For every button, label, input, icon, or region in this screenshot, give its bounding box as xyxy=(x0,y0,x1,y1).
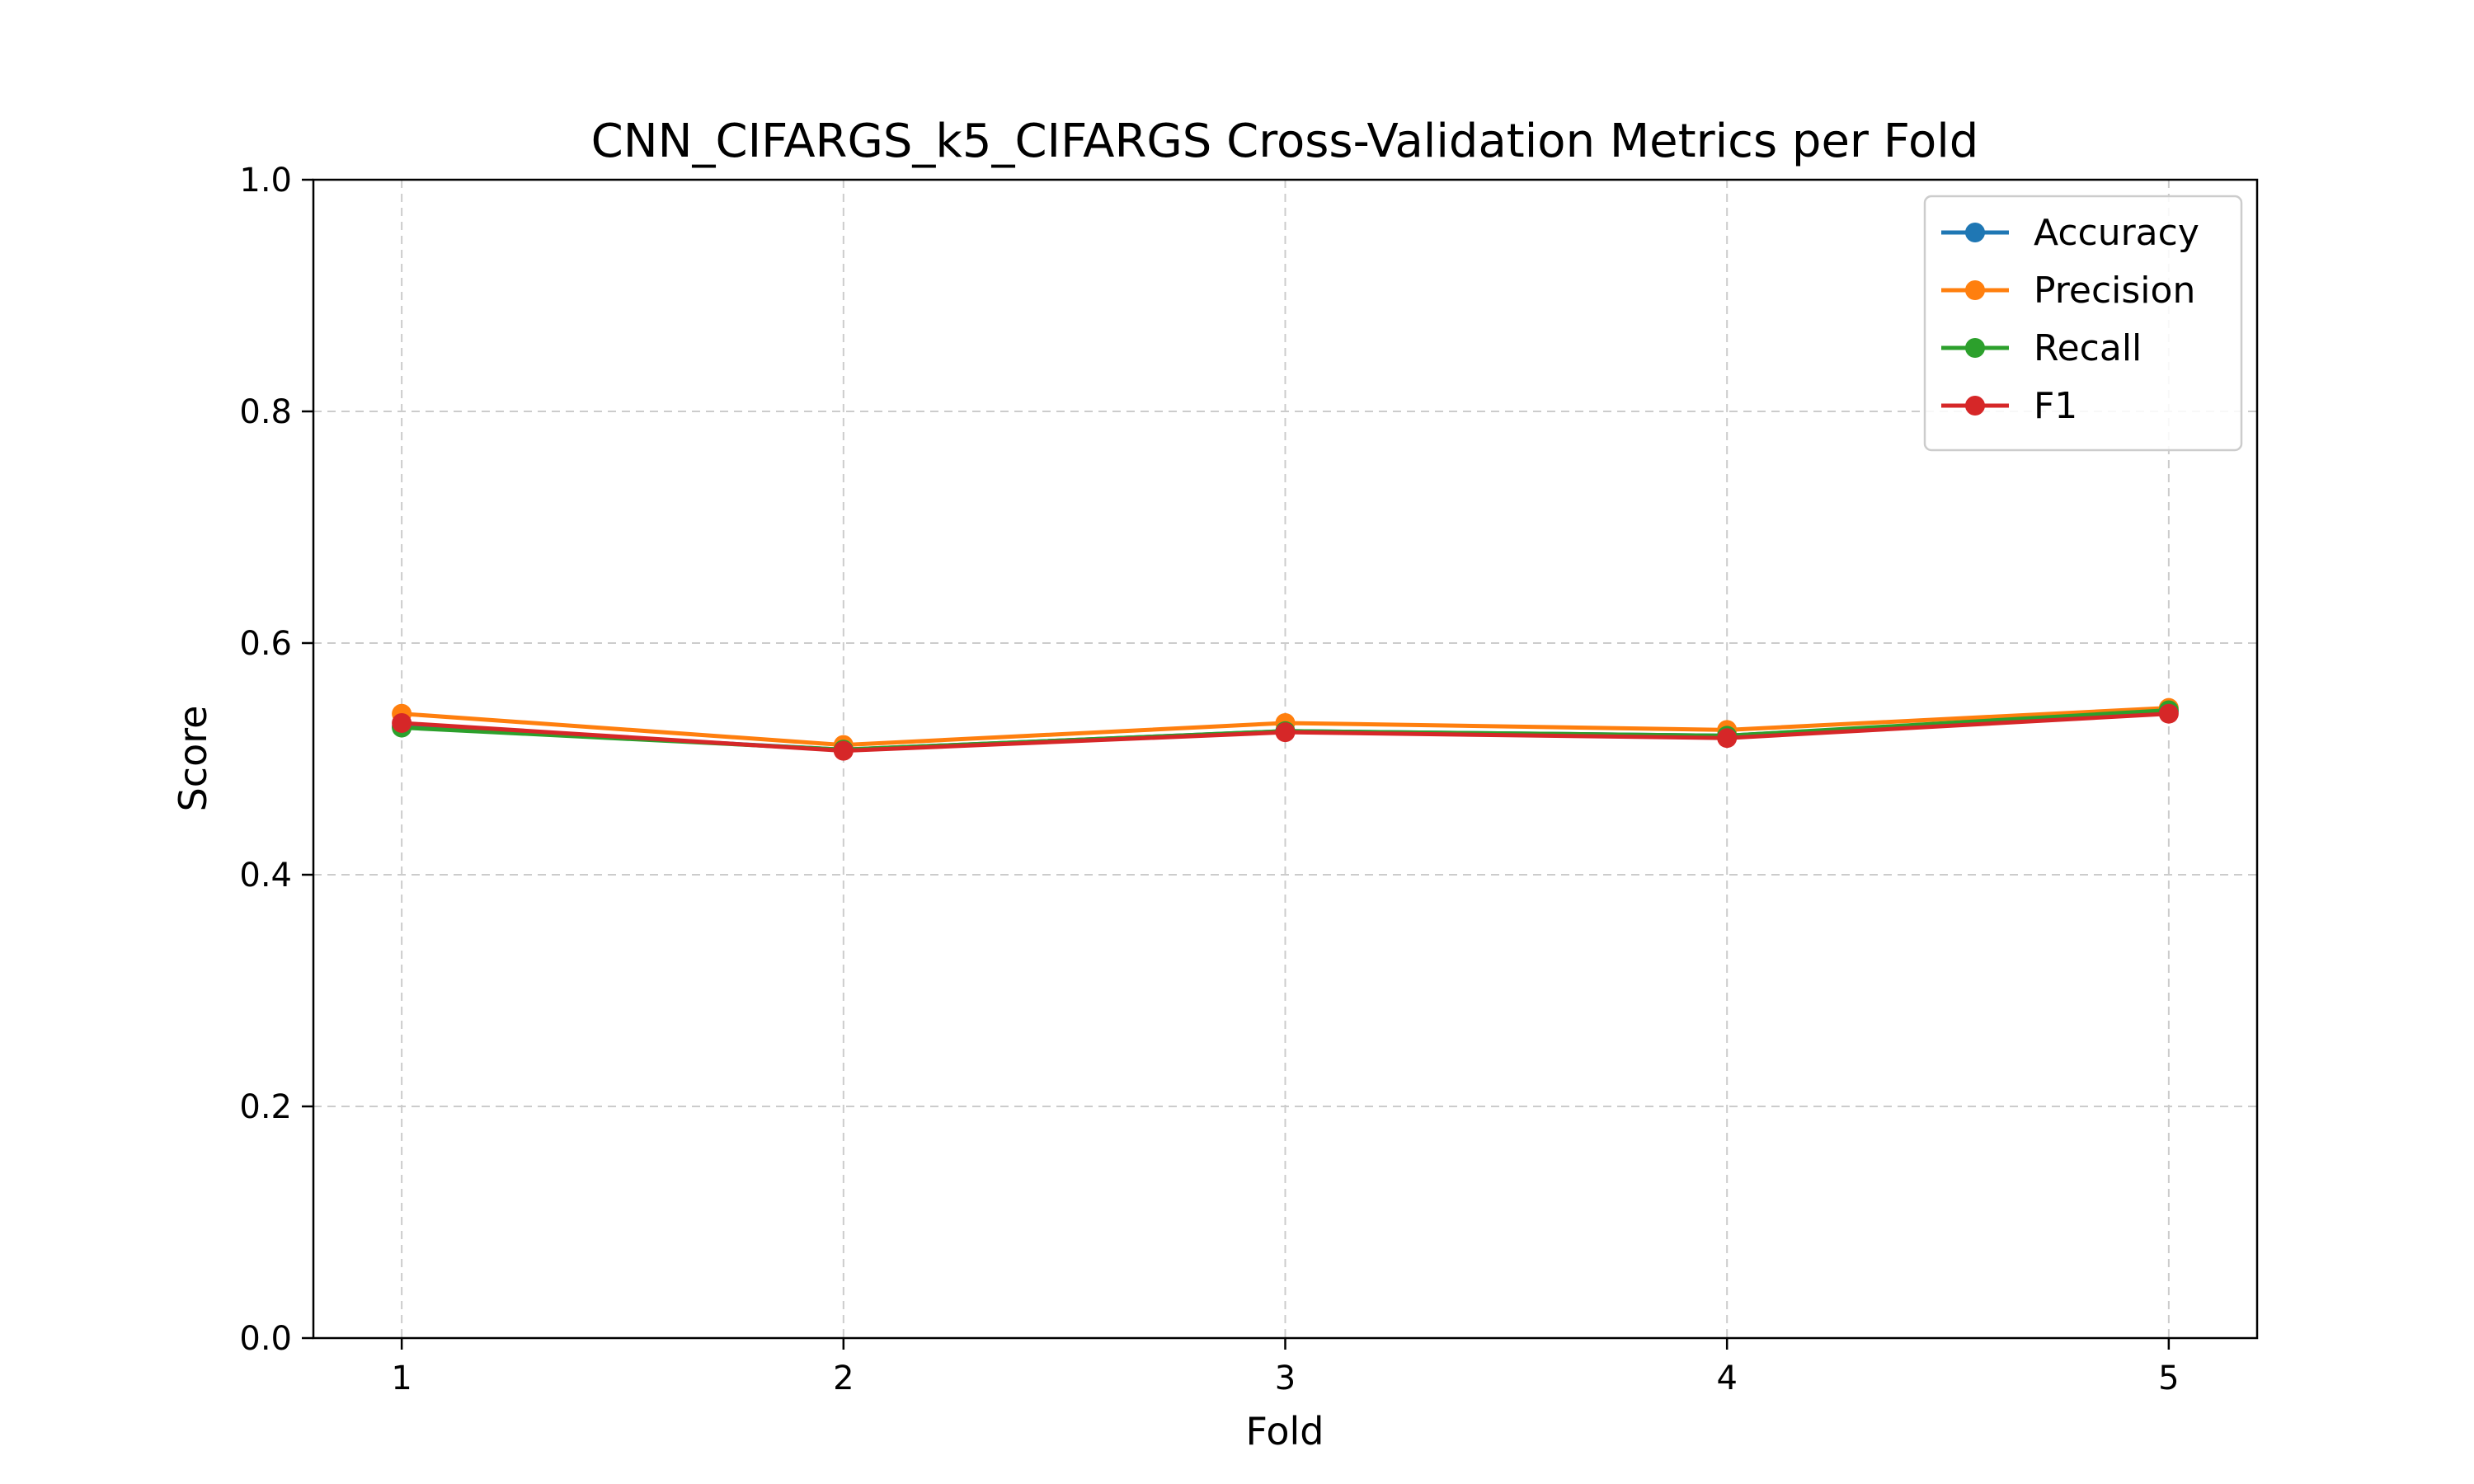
legend-swatch-marker xyxy=(1965,223,1985,242)
axis-ticks: 1 2 3 4 5 0.0 0.2 0.4 0.6 0.8 1.0 xyxy=(239,162,2179,1397)
x-tick-label: 5 xyxy=(2158,1360,2179,1397)
legend-swatch-marker xyxy=(1965,338,1985,358)
legend: Accuracy Precision Recall F1 xyxy=(1923,195,2243,452)
legend-label: Precision xyxy=(2034,270,2195,312)
series-layer xyxy=(392,697,2179,761)
data-point-f1 xyxy=(833,740,854,761)
data-point-f1 xyxy=(2158,703,2179,724)
y-tick-label: 0.6 xyxy=(239,625,292,663)
y-tick-label: 0.2 xyxy=(239,1088,292,1126)
data-point-f1 xyxy=(1717,728,1738,749)
y-axis-label: Score xyxy=(171,706,215,812)
legend-label: Accuracy xyxy=(2034,212,2199,254)
y-tick-label: 0.8 xyxy=(239,393,292,431)
x-tick-label: 4 xyxy=(1716,1360,1737,1397)
x-tick-label: 1 xyxy=(391,1360,412,1397)
legend-swatch-marker xyxy=(1965,396,1985,416)
legend-label: F1 xyxy=(2034,385,2077,427)
legend-item-precision: Precision xyxy=(1941,270,2195,312)
legend-swatch-marker xyxy=(1965,280,1985,300)
legend-label: Recall xyxy=(2034,327,2142,369)
y-tick-label: 0.0 xyxy=(239,1320,292,1358)
y-tick-label: 1.0 xyxy=(239,162,292,200)
chart-title: CNN_CIFARGS_k5_CIFARGS Cross-Validation … xyxy=(591,115,1979,168)
y-tick-label: 0.4 xyxy=(239,857,292,895)
data-point-f1 xyxy=(1275,722,1296,743)
x-tick-label: 3 xyxy=(1275,1360,1296,1397)
series-f1 xyxy=(392,703,2179,761)
data-point-f1 xyxy=(392,712,412,733)
legend-item-recall: Recall xyxy=(1941,327,2142,369)
legend-item-f1: F1 xyxy=(1941,385,2077,427)
x-tick-label: 2 xyxy=(833,1360,854,1397)
x-axis-label: Fold xyxy=(1246,1409,1324,1453)
legend-item-accuracy: Accuracy xyxy=(1941,212,2199,254)
legend-box xyxy=(1923,195,2243,452)
